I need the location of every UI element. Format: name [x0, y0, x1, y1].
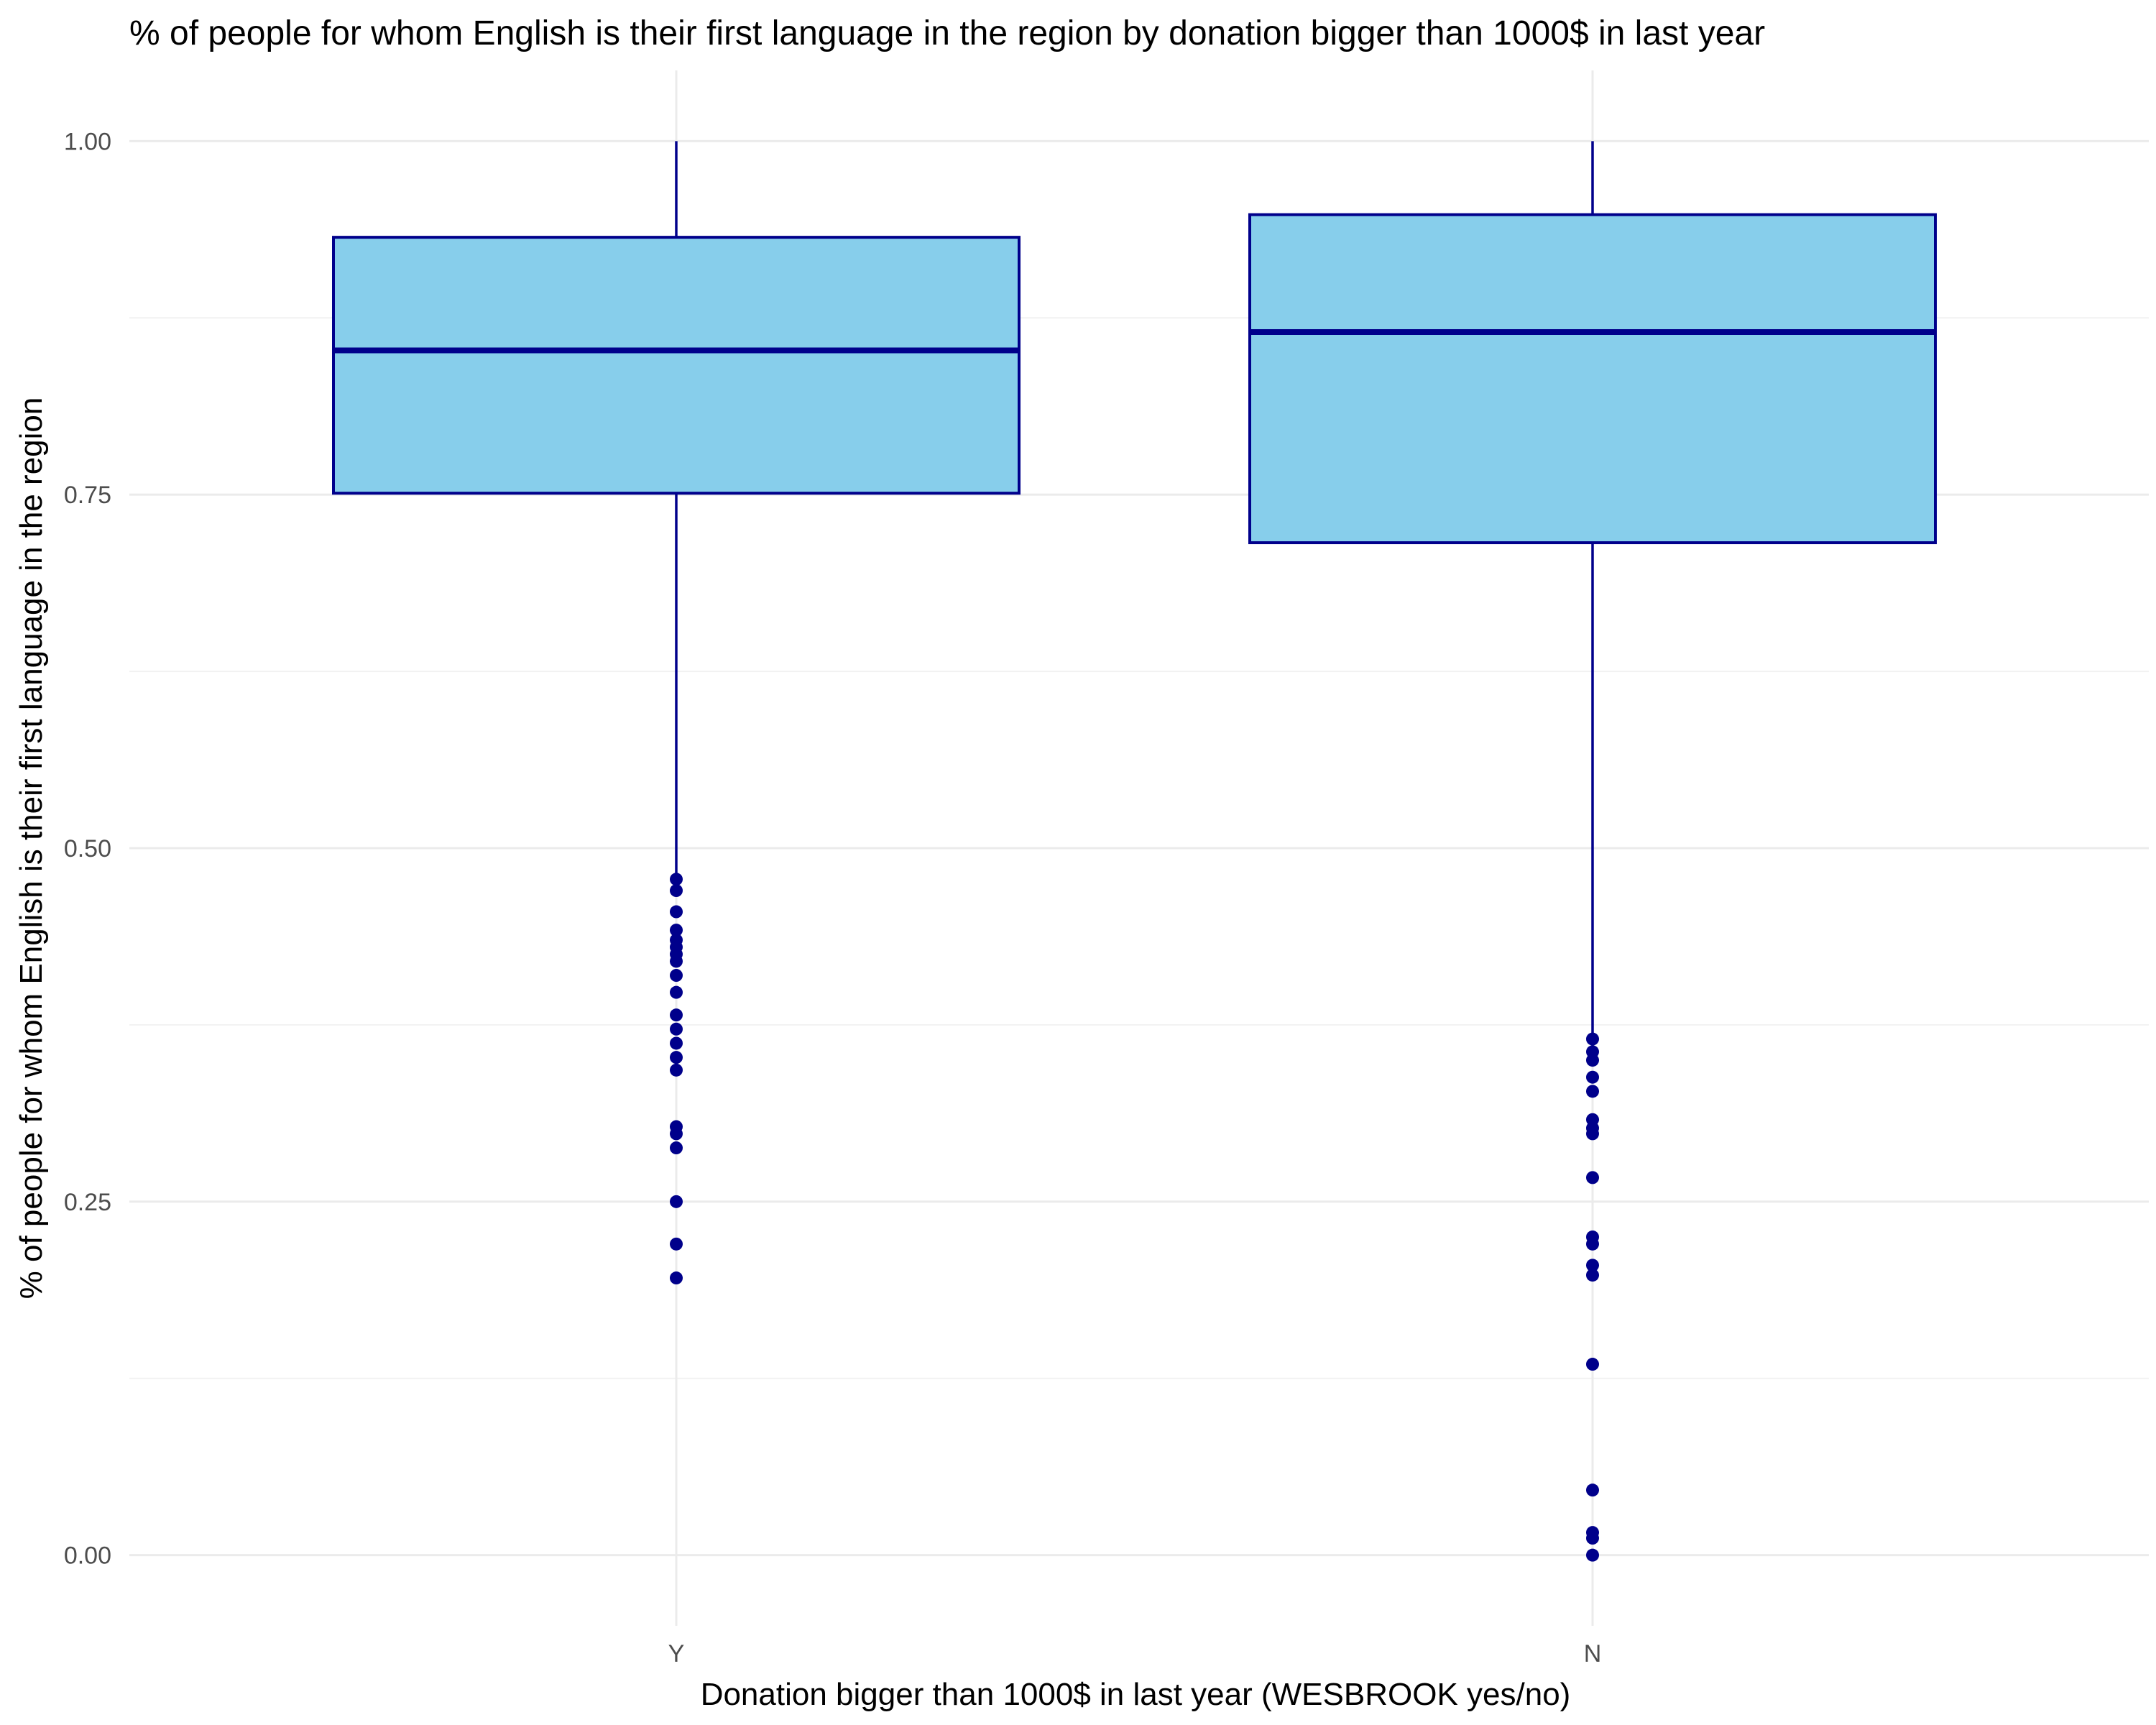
y-tick-label: 0.25 — [64, 1189, 111, 1216]
outlier-point — [1586, 1054, 1599, 1067]
outlier-point — [670, 954, 683, 968]
outlier-point — [1586, 1171, 1599, 1184]
box-body — [332, 236, 1021, 495]
outlier-point — [1586, 1085, 1599, 1098]
outlier-point — [670, 1008, 683, 1022]
outlier-point — [670, 1127, 683, 1141]
x-tick-label: Y — [668, 1640, 685, 1668]
outlier-point — [1586, 1548, 1599, 1562]
x-axis-title: Donation bigger than 1000$ in last year … — [701, 1677, 1571, 1712]
box-N — [1248, 141, 1937, 1039]
outlier-point — [670, 1063, 683, 1077]
y-tick-label: 0.00 — [64, 1542, 111, 1570]
outlier-point — [670, 905, 683, 919]
outlier-point — [670, 873, 683, 886]
outlier-point — [670, 985, 683, 999]
box-Y — [332, 141, 1021, 880]
box-body — [1248, 213, 1937, 545]
y-tick-label: 0.75 — [64, 482, 111, 509]
y-tick-label: 1.00 — [64, 128, 111, 155]
outlier-point — [1586, 1237, 1599, 1251]
outlier-point — [670, 1141, 683, 1155]
outlier-point — [1586, 1358, 1599, 1371]
chart-title: % of people for whom English is their fi… — [129, 14, 1765, 52]
outlier-point — [670, 1022, 683, 1036]
outlier-point — [1586, 1127, 1599, 1141]
outlier-point — [670, 969, 683, 983]
outlier-point — [670, 1237, 683, 1251]
outlier-point — [1586, 1070, 1599, 1084]
outlier-point — [1586, 1484, 1599, 1497]
outlier-point — [670, 1195, 683, 1208]
outlier-point — [670, 1051, 683, 1064]
outlier-point — [670, 1271, 683, 1285]
outlier-point — [1586, 1032, 1599, 1046]
boxes — [332, 141, 1937, 1039]
outlier-point — [670, 884, 683, 898]
y-axis-title: % of people for whom English is their fi… — [14, 397, 49, 1300]
outlier-point — [670, 1036, 683, 1050]
y-tick-label: 0.50 — [64, 835, 111, 862]
outlier-point — [670, 924, 683, 937]
outlier-point — [1586, 1532, 1599, 1545]
outlier-points — [670, 873, 1599, 1562]
y-tick-labels: 0.00 0.25 0.50 0.75 1.00 — [64, 128, 111, 1569]
outlier-point — [1586, 1259, 1599, 1272]
outlier-point — [1586, 1269, 1599, 1282]
x-tick-label: N — [1584, 1640, 1602, 1668]
